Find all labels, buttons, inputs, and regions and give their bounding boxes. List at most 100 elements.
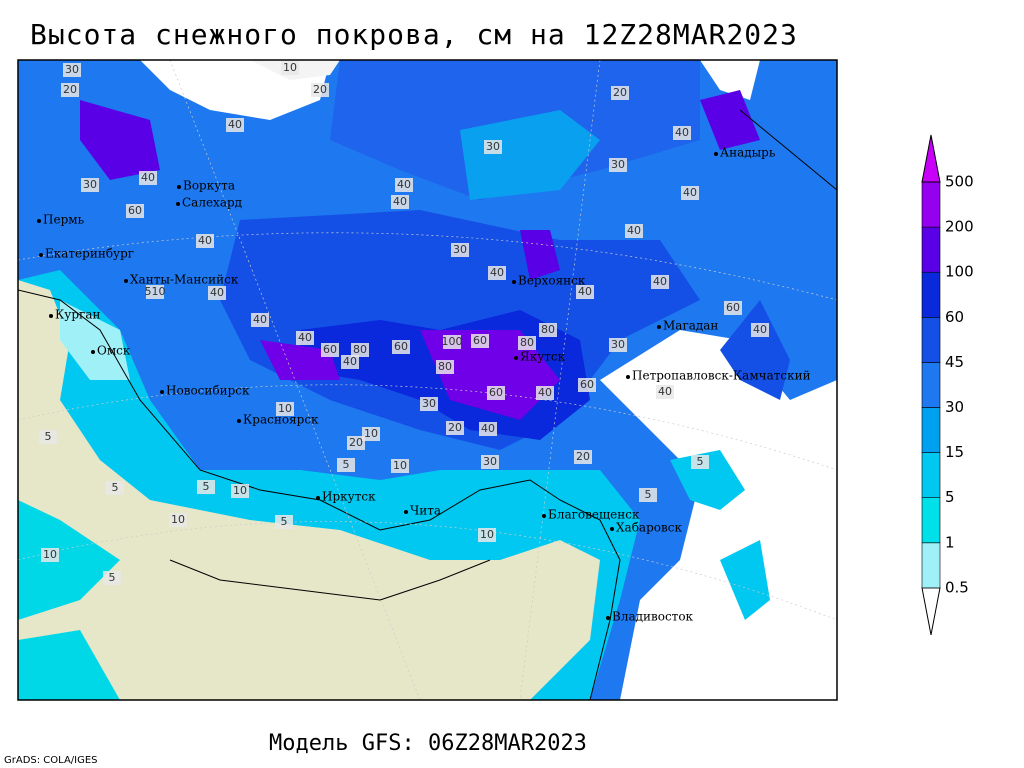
labels: Воркута Салехард Пермь Екатеринбург Ханты-Ма…	[37, 61, 811, 624]
snow-low	[18, 500, 120, 620]
contour-label: 80	[438, 360, 452, 373]
contour-label: 80	[353, 343, 367, 356]
city-dot	[404, 510, 408, 514]
contour-label-box	[536, 386, 554, 400]
contour-label-box	[673, 126, 691, 140]
bare-land	[18, 280, 600, 700]
contour-label: 20	[63, 83, 77, 96]
colorbar-label: 1	[945, 533, 955, 551]
contour-label: 30	[486, 140, 500, 153]
contour-label-box	[276, 402, 294, 416]
contour-label: 60	[580, 378, 594, 391]
city-dot	[606, 616, 610, 620]
contour-label: 10	[233, 484, 247, 497]
colorbar-segment	[921, 542, 941, 589]
colorbar-segment	[921, 271, 941, 318]
contour-label-box	[196, 234, 214, 248]
contour-label-box	[651, 275, 669, 289]
contour-label: 30	[611, 158, 625, 171]
city-label: Анадырь	[720, 146, 776, 160]
sea-ice	[460, 110, 600, 200]
colorbar-label: 5	[945, 488, 955, 506]
city-label: Верхоянск	[518, 274, 586, 288]
colorbar-under	[921, 587, 941, 635]
snow-max	[700, 90, 760, 150]
contour-label-box	[103, 571, 121, 585]
contour-label-box	[471, 334, 489, 348]
colorbar-segment	[921, 316, 941, 363]
contour-label-box	[146, 285, 164, 299]
contour-label: 20	[576, 450, 590, 463]
contour-label-box	[281, 61, 299, 75]
city-dot	[49, 314, 53, 318]
contour-label: 10	[43, 548, 57, 561]
city-dot	[626, 375, 630, 379]
colorbar-segment	[921, 181, 941, 228]
contour-label-box	[578, 378, 596, 392]
contour-label-box	[518, 336, 536, 350]
contour-label: 40	[481, 422, 495, 435]
contour-label-box	[478, 528, 496, 542]
city-label: Воркута	[183, 179, 235, 193]
colorbar-segment	[921, 452, 941, 499]
city-dot	[91, 350, 95, 354]
contour-label: 40	[397, 178, 411, 191]
contour-label: 60	[473, 334, 487, 347]
contour-label-box	[656, 385, 674, 399]
snow-max	[80, 100, 160, 180]
contour-label: 60	[128, 204, 142, 217]
city-label: Петропавловск-Камчатский	[632, 369, 811, 383]
contour-label-box	[681, 186, 699, 200]
snow-max	[520, 230, 560, 280]
contour-label-box	[106, 481, 124, 495]
colorbar-label: 0.5	[945, 578, 969, 596]
contour-label-box	[481, 455, 499, 469]
city-label: Красноярск	[243, 413, 319, 427]
colorbar-label: 30	[945, 398, 964, 416]
city-label: Ханты-Мансийск	[130, 273, 239, 287]
contour-label-box	[63, 63, 81, 77]
colorbar-label: 15	[945, 443, 964, 461]
contour-label: 40	[490, 266, 504, 279]
city-dot	[714, 152, 718, 156]
contour-label: 20	[448, 421, 462, 434]
sakhalin	[720, 540, 770, 620]
contour-label-box	[625, 224, 643, 238]
model-caption: Модель GFS: 06Z28MAR2023	[269, 731, 587, 756]
contour-label: 510	[145, 285, 166, 298]
city-label: Иркутск	[322, 490, 376, 504]
contour-label: 5	[281, 515, 288, 528]
title: Высота снежного покрова, см на 12Z28MAR2…	[30, 18, 798, 51]
contour-label: 40	[653, 275, 667, 288]
contour-label: 30	[83, 178, 97, 191]
contour-label-box	[81, 178, 99, 192]
contour-label: 40	[141, 171, 155, 184]
contour-label-box	[574, 450, 592, 464]
contour-label: 10	[480, 528, 494, 541]
contour-label-box	[169, 513, 187, 527]
contour-label: 60	[489, 386, 503, 399]
city-dot	[176, 202, 180, 206]
city-dot	[610, 527, 614, 531]
contour-label-box	[479, 422, 497, 436]
city-dot	[177, 185, 181, 189]
city-label: Новосибирск	[166, 384, 250, 398]
city-label: Пермь	[43, 213, 85, 227]
city-dot	[657, 325, 661, 329]
contour-label-box	[275, 515, 293, 529]
contour-label-box	[487, 386, 505, 400]
contour-label-box	[391, 195, 409, 209]
city-label: Магадан	[663, 319, 718, 333]
city-dot	[542, 514, 546, 518]
contour-label: 5	[645, 488, 652, 501]
contour-label-box	[197, 480, 215, 494]
contour-label: 10	[283, 61, 297, 74]
city-label: Хабаровск	[616, 521, 682, 535]
contour-label-box	[392, 340, 410, 354]
colorbar-segment	[921, 226, 941, 273]
contour-label: 5	[109, 571, 116, 584]
contour-label: 40	[675, 126, 689, 139]
contour-label: 40	[658, 385, 672, 398]
colorbar-over	[921, 134, 941, 183]
